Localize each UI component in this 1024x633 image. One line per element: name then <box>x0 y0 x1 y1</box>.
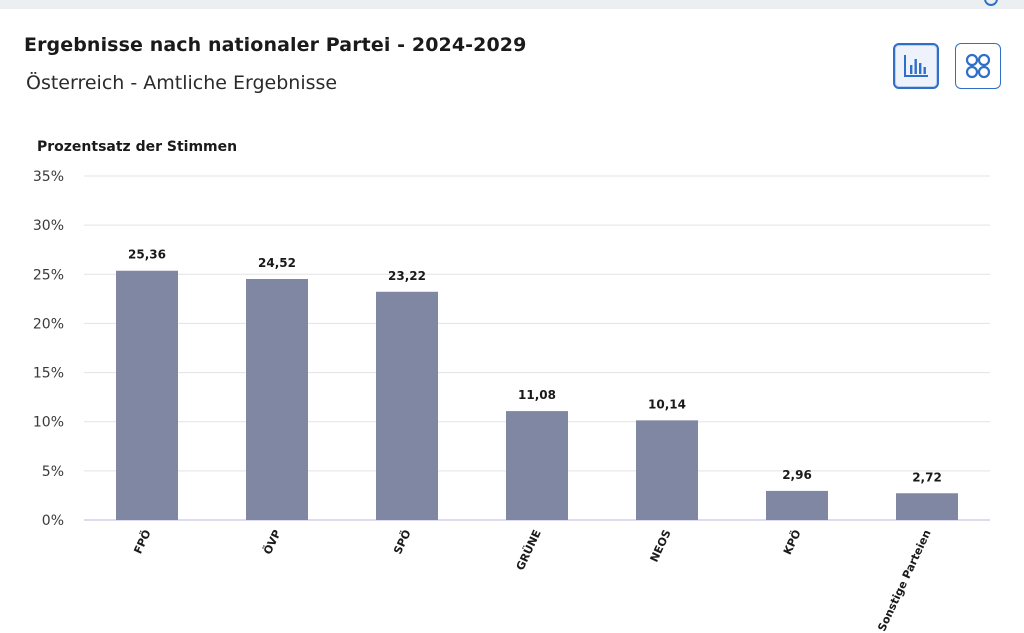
grid-icon <box>965 53 991 79</box>
x-tick-label: ÖVP <box>260 527 284 556</box>
y-tick-label: 30% <box>33 218 64 234</box>
y-tick-label: 0% <box>42 513 64 529</box>
page-subtitle: Österreich - Amtliche Ergebnisse <box>26 72 338 94</box>
x-tick-label: NEOS <box>648 528 674 564</box>
y-tick-label: 15% <box>33 366 64 382</box>
top-strip <box>0 0 1024 9</box>
grid-view-button[interactable] <box>955 43 1001 89</box>
chart-y-axis-title: Prozentsatz der Stimmen <box>37 139 238 155</box>
y-tick-label: 10% <box>33 415 64 431</box>
data-label: 23,22 <box>388 269 426 283</box>
data-label: 2,96 <box>782 468 812 482</box>
page-title: Ergebnisse nach nationaler Partei - 2024… <box>24 34 527 56</box>
y-tick-label: 20% <box>33 316 64 332</box>
bar <box>896 493 958 520</box>
bar <box>506 411 568 520</box>
data-label: 2,72 <box>912 470 942 484</box>
x-tick-label: SPÖ <box>390 527 413 556</box>
data-label: 11,08 <box>518 388 556 402</box>
bar-chart-icon <box>904 55 928 77</box>
bar <box>246 279 308 520</box>
x-tick-label: KPÖ <box>780 527 804 556</box>
bar <box>636 420 698 520</box>
bar <box>766 490 828 520</box>
y-tick-label: 25% <box>33 267 64 283</box>
data-label: 25,36 <box>128 248 166 262</box>
x-tick-label: GRÜNE <box>513 527 544 572</box>
data-label: 10,14 <box>648 397 686 411</box>
data-label: 24,52 <box>258 256 296 270</box>
y-tick-label: 5% <box>42 464 64 480</box>
bar <box>116 270 178 520</box>
x-tick-label: FPÖ <box>130 527 153 556</box>
x-tick-label: Sonstige Parteien <box>875 528 933 633</box>
chart-view-button[interactable] <box>893 43 939 89</box>
bar <box>376 291 438 520</box>
y-tick-label: 35% <box>33 169 64 185</box>
